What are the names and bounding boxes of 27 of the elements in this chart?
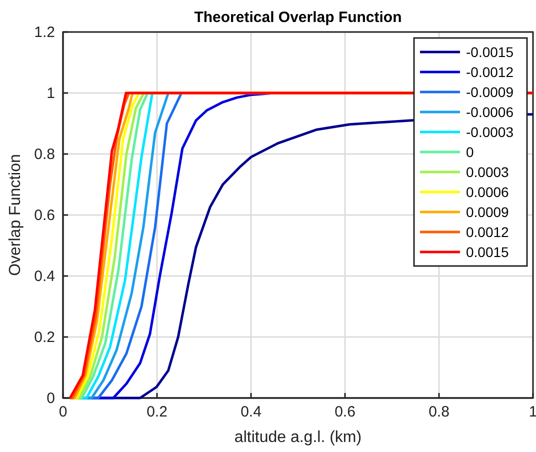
y-tick-label: 1 xyxy=(46,84,55,102)
chart-title: Theoretical Overlap Function xyxy=(194,9,402,26)
legend-label: 0 xyxy=(466,144,474,160)
legend-label: -0.0015 xyxy=(466,44,514,60)
x-tick-label: 0.4 xyxy=(240,404,262,421)
legend-label: 0.0012 xyxy=(466,224,510,240)
x-tick-label: 0.2 xyxy=(146,404,168,421)
legend-label: -0.0012 xyxy=(466,64,514,80)
x-tick-label: 0 xyxy=(58,404,68,421)
x-tick-label: 1 xyxy=(528,404,536,421)
legend-label: 0.0015 xyxy=(466,244,510,260)
y-tick-label: 0 xyxy=(46,390,55,407)
y-tick-label: 0.6 xyxy=(34,206,55,224)
legend-label: -0.0009 xyxy=(466,84,514,100)
y-tick-label: 0.4 xyxy=(34,268,55,285)
y-tick-label: 1.2 xyxy=(34,24,55,41)
legend-label: -0.0006 xyxy=(466,104,514,120)
x-tick-label: 0.6 xyxy=(334,404,356,421)
y-tick-label: 0.8 xyxy=(34,146,55,163)
x-axis-title: altitude a.g.l. (km) xyxy=(234,429,362,446)
legend-label: -0.0003 xyxy=(466,124,514,140)
y-axis-title: Overlap Function xyxy=(7,154,24,276)
y-tick-label: 0.2 xyxy=(34,328,55,346)
x-tick-label: 0.8 xyxy=(428,404,450,421)
legend-label: 0.0009 xyxy=(466,204,510,220)
legend-label: 0.0003 xyxy=(466,164,510,180)
legend-label: 0.0006 xyxy=(466,184,510,200)
